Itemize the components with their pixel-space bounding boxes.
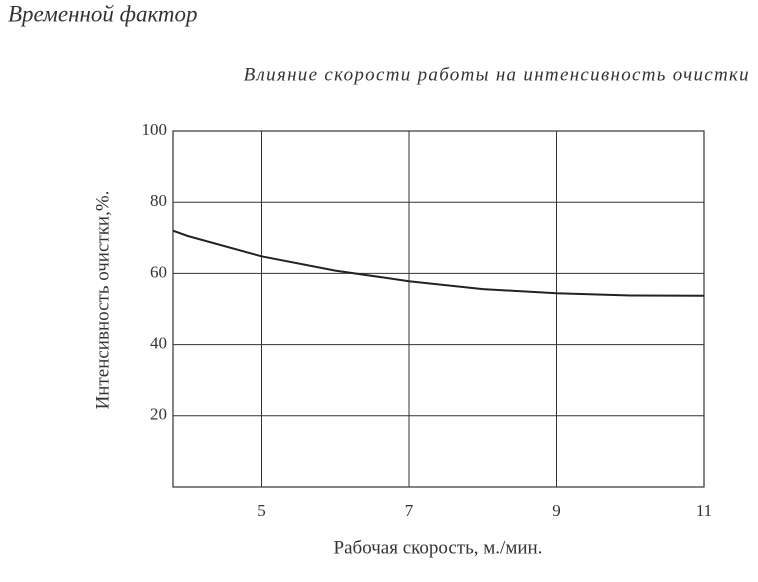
y-tick-label: 20 xyxy=(150,405,167,424)
x-tick-label: 9 xyxy=(552,501,561,520)
x-tick-label: 7 xyxy=(405,501,414,520)
x-tick-label: 11 xyxy=(696,501,712,520)
y-axis-label: Интенсивность очистки,%. xyxy=(92,191,113,410)
y-tick-label: 40 xyxy=(150,334,167,353)
chart-title: Влияние скорости работы на интенсивность… xyxy=(244,64,750,85)
data-line xyxy=(172,229,705,297)
page-heading: Временной фактор xyxy=(8,1,198,26)
plot-frame xyxy=(172,130,705,488)
y-tick-label: 80 xyxy=(150,191,167,210)
y-tick-label: 60 xyxy=(150,262,167,281)
x-tick-label: 5 xyxy=(257,501,266,520)
y-tick-label: 100 xyxy=(142,120,168,139)
x-axis-label: Рабочая скорость, м./мин. xyxy=(334,537,543,558)
